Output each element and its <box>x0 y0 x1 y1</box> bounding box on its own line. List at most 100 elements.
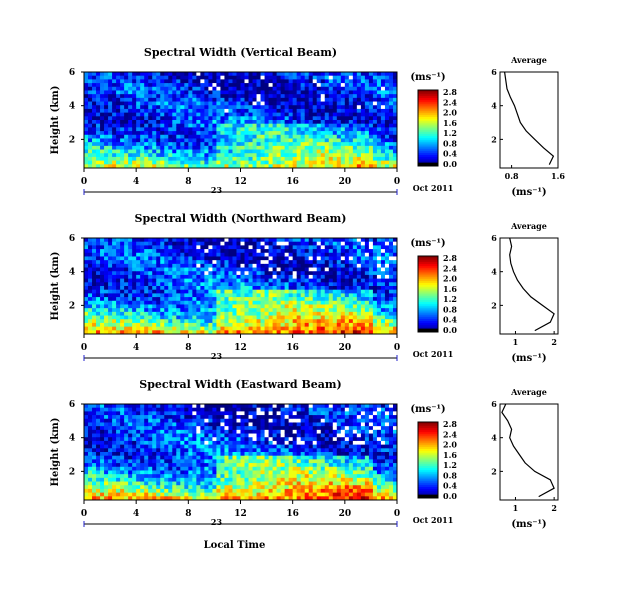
panel-title: Spectral Width (Eastward Beam) <box>139 378 341 391</box>
x-tick-label: 16 <box>286 177 299 187</box>
x-tick-label: 0 <box>81 177 87 187</box>
y-tick-label: 6 <box>69 234 75 244</box>
x-tick-label: 8 <box>185 509 191 519</box>
heatmap-cells <box>84 238 398 335</box>
average-x-tick: 0.8 <box>505 171 519 181</box>
average-y-tick: 2 <box>491 466 497 476</box>
x-tick-label: 0 <box>81 509 87 519</box>
y-tick-label: 6 <box>69 400 75 410</box>
x-tick-label: 16 <box>286 343 299 353</box>
colorbar-tick-label: 0.0 <box>443 491 457 501</box>
colorbar-tick-label: 0.0 <box>443 325 457 335</box>
average-x-tick: 1 <box>513 337 519 347</box>
colorbar-tick-label: 2.0 <box>443 108 457 118</box>
average-y-tick: 4 <box>491 267 497 277</box>
average-x-tick: 2 <box>551 503 557 513</box>
colorbar-tick-label: 1.6 <box>443 450 457 460</box>
colorbar-tick-label: 0.8 <box>443 138 457 148</box>
x-tick-label: 4 <box>133 177 139 187</box>
x-tick-label: 16 <box>286 509 299 519</box>
date-marker: 23 <box>211 517 223 527</box>
colorbar-tick-label: 0.8 <box>443 304 457 314</box>
average-profile: Average 2 4 6 0.8 1.6 (ms⁻¹) <box>491 55 565 198</box>
x-tick-label: 8 <box>185 343 191 353</box>
panel-3: Spectral Width (Eastward Beam) 2 4 6 Height … <box>50 378 559 530</box>
x-axis-label: Local Time <box>204 540 266 551</box>
date-marker: 23 <box>211 351 223 361</box>
y-axis-label: Height (km) <box>50 418 61 487</box>
colorbar-tick-label: 1.2 <box>443 460 457 470</box>
average-y-tick: 4 <box>491 433 497 443</box>
colorbar-tick-label: 2.4 <box>443 429 457 439</box>
average-y-tick: 6 <box>491 233 497 243</box>
x-tick-label: 12 <box>234 509 247 519</box>
panel-2: Spectral Width (Northward Beam) 2 4 6 Height… <box>50 212 559 364</box>
colorbar-tick-label: 2.0 <box>443 274 457 284</box>
date-marker: 23 <box>211 185 223 195</box>
x-tick-label: 12 <box>234 177 247 187</box>
average-y-tick: 6 <box>491 399 497 409</box>
date-label: Oct 2011 <box>413 515 454 525</box>
x-tick-label: 20 <box>339 177 352 187</box>
colorbar-unit: (ms⁻¹) <box>410 404 445 415</box>
colorbar-tick-label: 2.8 <box>443 87 457 97</box>
average-y-tick: 2 <box>491 300 497 310</box>
average-x-tick: 1 <box>513 503 519 513</box>
panel-title: Spectral Width (Vertical Beam) <box>144 46 337 59</box>
colorbar: 0.00.40.81.21.62.02.42.8 <box>417 419 457 501</box>
colorbar-tick-label: 0.8 <box>443 470 457 480</box>
colorbar-tick-label: 2.8 <box>443 419 457 429</box>
x-tick-label: 4 <box>133 343 139 353</box>
average-x-label: (ms⁻¹) <box>511 187 546 198</box>
average-title: Average <box>510 387 547 397</box>
date-label: Oct 2011 <box>413 349 454 359</box>
average-profile: Average 2 4 6 1 2 (ms⁻¹) <box>491 387 559 530</box>
date-label: Oct 2011 <box>413 183 454 193</box>
colorbar-tick-label: 0.4 <box>443 481 457 491</box>
colorbar-tick-label: 1.6 <box>443 118 457 128</box>
average-line <box>509 237 555 332</box>
average-y-tick: 2 <box>491 134 497 144</box>
panel-1: Spectral Width (Vertical Beam) 2 4 6 Height … <box>50 46 565 198</box>
colorbar-unit: (ms⁻¹) <box>410 72 445 83</box>
average-profile: Average 2 4 6 1 2 (ms⁻¹) <box>491 221 559 364</box>
x-tick-label: 4 <box>133 509 139 519</box>
x-tick-label: 8 <box>185 177 191 187</box>
heatmap-cells <box>84 72 398 169</box>
heatmap-cells <box>84 404 398 501</box>
colorbar-tick-label: 2.0 <box>443 440 457 450</box>
colorbar-unit: (ms⁻¹) <box>410 238 445 249</box>
average-y-tick: 4 <box>491 101 497 111</box>
colorbar-tick-label: 0.0 <box>443 159 457 169</box>
x-tick-label: 0 <box>394 177 400 187</box>
colorbar-tick-label: 0.4 <box>443 149 457 159</box>
average-line <box>504 71 555 165</box>
x-tick-label: 12 <box>234 343 247 353</box>
y-tick-label: 4 <box>69 434 75 444</box>
colorbar: 0.00.40.81.21.62.02.42.8 <box>417 253 457 335</box>
average-x-tick: 2 <box>551 337 557 347</box>
x-tick-label: 20 <box>339 343 352 353</box>
x-tick-label: 0 <box>394 509 400 519</box>
colorbar-tick-label: 2.4 <box>443 97 457 107</box>
y-tick-label: 2 <box>69 467 75 477</box>
colorbar-tick-label: 0.4 <box>443 315 457 325</box>
x-tick-label: 0 <box>394 343 400 353</box>
colorbar-tick-label: 2.8 <box>443 253 457 263</box>
colorbar-tick-label: 1.2 <box>443 128 457 138</box>
colorbar: 0.00.40.81.21.62.02.42.8 <box>417 87 457 169</box>
colorbar-tick-label: 1.2 <box>443 294 457 304</box>
y-axis-label: Height (km) <box>50 86 61 155</box>
average-y-tick: 6 <box>491 67 497 77</box>
y-tick-label: 4 <box>69 268 75 278</box>
average-x-label: (ms⁻¹) <box>511 353 546 364</box>
y-tick-label: 2 <box>69 301 75 311</box>
panel-title: Spectral Width (Northward Beam) <box>135 212 347 225</box>
y-tick-label: 4 <box>69 102 75 112</box>
average-title: Average <box>510 221 547 231</box>
average-line <box>501 403 555 498</box>
x-tick-label: 0 <box>81 343 87 353</box>
y-tick-label: 2 <box>69 135 75 145</box>
average-title: Average <box>510 55 547 65</box>
